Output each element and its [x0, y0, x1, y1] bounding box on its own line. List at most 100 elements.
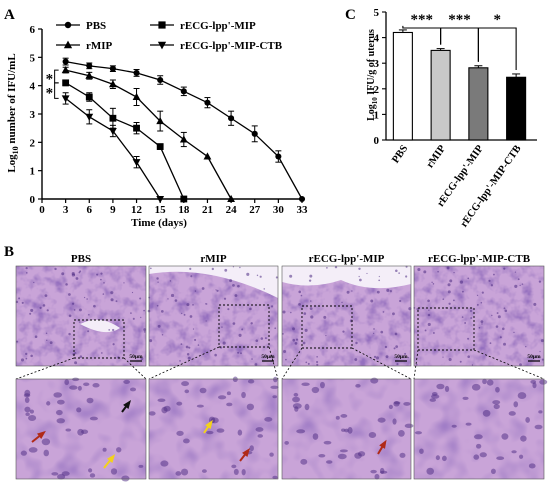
chart-a-x-tick-label: 0 [39, 204, 45, 216]
nucleus [180, 468, 189, 476]
legend-label: rECG-lpp'-MIP-CTB [180, 40, 283, 52]
nucleus [427, 313, 431, 317]
nucleus [216, 428, 225, 433]
nucleus [432, 331, 435, 334]
nucleus [538, 280, 542, 283]
nucleus [467, 355, 470, 358]
nucleus [188, 346, 191, 349]
nucleus [489, 342, 492, 345]
data-point [180, 88, 187, 95]
nucleus [249, 307, 252, 311]
nucleus [405, 275, 408, 278]
micrograph-frame [15, 265, 147, 367]
data-point [156, 117, 165, 125]
nucleus [39, 306, 42, 310]
nucleus [270, 305, 274, 308]
tissue-background [16, 266, 146, 366]
micrograph-zoom [281, 377, 414, 480]
nucleus [112, 328, 115, 332]
nucleus [131, 291, 134, 294]
nucleus [49, 341, 53, 345]
scale-bar-label: 50μm [394, 354, 408, 360]
nucleus [93, 304, 96, 308]
nucleus [68, 332, 71, 336]
data-point [203, 152, 212, 160]
series-line [65, 69, 232, 200]
nucleus [503, 342, 506, 346]
nucleus [51, 472, 59, 476]
data-point [133, 69, 140, 76]
nucleus [100, 278, 102, 281]
nucleus [518, 454, 524, 459]
nucleus [525, 417, 530, 423]
nucleus [110, 468, 118, 475]
nucleus [96, 273, 99, 276]
data-point [156, 143, 164, 150]
inset-box [417, 307, 475, 351]
micrograph-overview: 50μm [15, 265, 147, 367]
nucleus [157, 398, 166, 402]
nucleus [232, 284, 235, 287]
nucleus [476, 294, 479, 297]
nucleus [480, 320, 484, 324]
nucleus [470, 309, 472, 312]
nucleus [519, 363, 522, 367]
nucleus [379, 467, 385, 475]
nucleus [442, 298, 445, 300]
chart-a-x-tick-label: 3 [63, 204, 69, 216]
nucleus [325, 335, 327, 337]
nucleus [446, 266, 450, 270]
scale-bar-label: 50μm [527, 354, 541, 360]
nucleus [246, 272, 250, 276]
chart-a-x-tick-label: 33 [297, 204, 309, 216]
nucleus [46, 309, 49, 312]
data-point [133, 124, 140, 132]
micrograph-overview: 50μm [281, 265, 412, 367]
nucleus [274, 327, 277, 330]
nucleus [115, 300, 118, 303]
nucleus [493, 404, 500, 410]
data-point [86, 62, 93, 69]
nucleus [83, 382, 90, 387]
chart-c-y-tick-label: 0 [374, 135, 380, 147]
data-point [180, 195, 188, 203]
nucleus [300, 294, 303, 297]
legend-label: PBS [86, 20, 106, 32]
nucleus [189, 267, 192, 270]
nucleus [176, 401, 183, 406]
nucleus [160, 460, 169, 467]
nucleus [351, 290, 353, 292]
nucleus [465, 422, 472, 426]
nucleus [482, 378, 487, 385]
data-point [62, 79, 70, 87]
nucleus [57, 474, 66, 480]
nucleus [65, 428, 72, 432]
bar [392, 31, 413, 141]
data-point [61, 95, 70, 103]
cell-arrow-head [242, 448, 251, 457]
nucleus [233, 468, 239, 475]
nucleus [283, 349, 287, 354]
nucleus [492, 273, 495, 276]
data-point [158, 21, 166, 29]
nucleus [337, 453, 347, 460]
nucleus [380, 330, 384, 334]
nucleus [311, 386, 320, 394]
nucleus [254, 363, 258, 366]
nucleus [53, 392, 63, 398]
nucleus [294, 341, 298, 345]
nucleus [24, 389, 31, 397]
nucleus [222, 341, 226, 345]
nucleus [46, 401, 51, 406]
nucleus [175, 471, 182, 476]
chart-a-series [61, 66, 236, 203]
data-point [298, 195, 306, 203]
nucleus [323, 315, 327, 319]
histology-panel: PBS 50μm rMIP 50μm rECG-lpp'-MIP 50μm rECG-lpp… [15, 253, 548, 482]
nucleus [486, 379, 494, 386]
nucleus [183, 438, 190, 444]
nucleus [404, 352, 407, 355]
nucleus [150, 267, 152, 270]
panel-label-c: C [345, 7, 356, 23]
